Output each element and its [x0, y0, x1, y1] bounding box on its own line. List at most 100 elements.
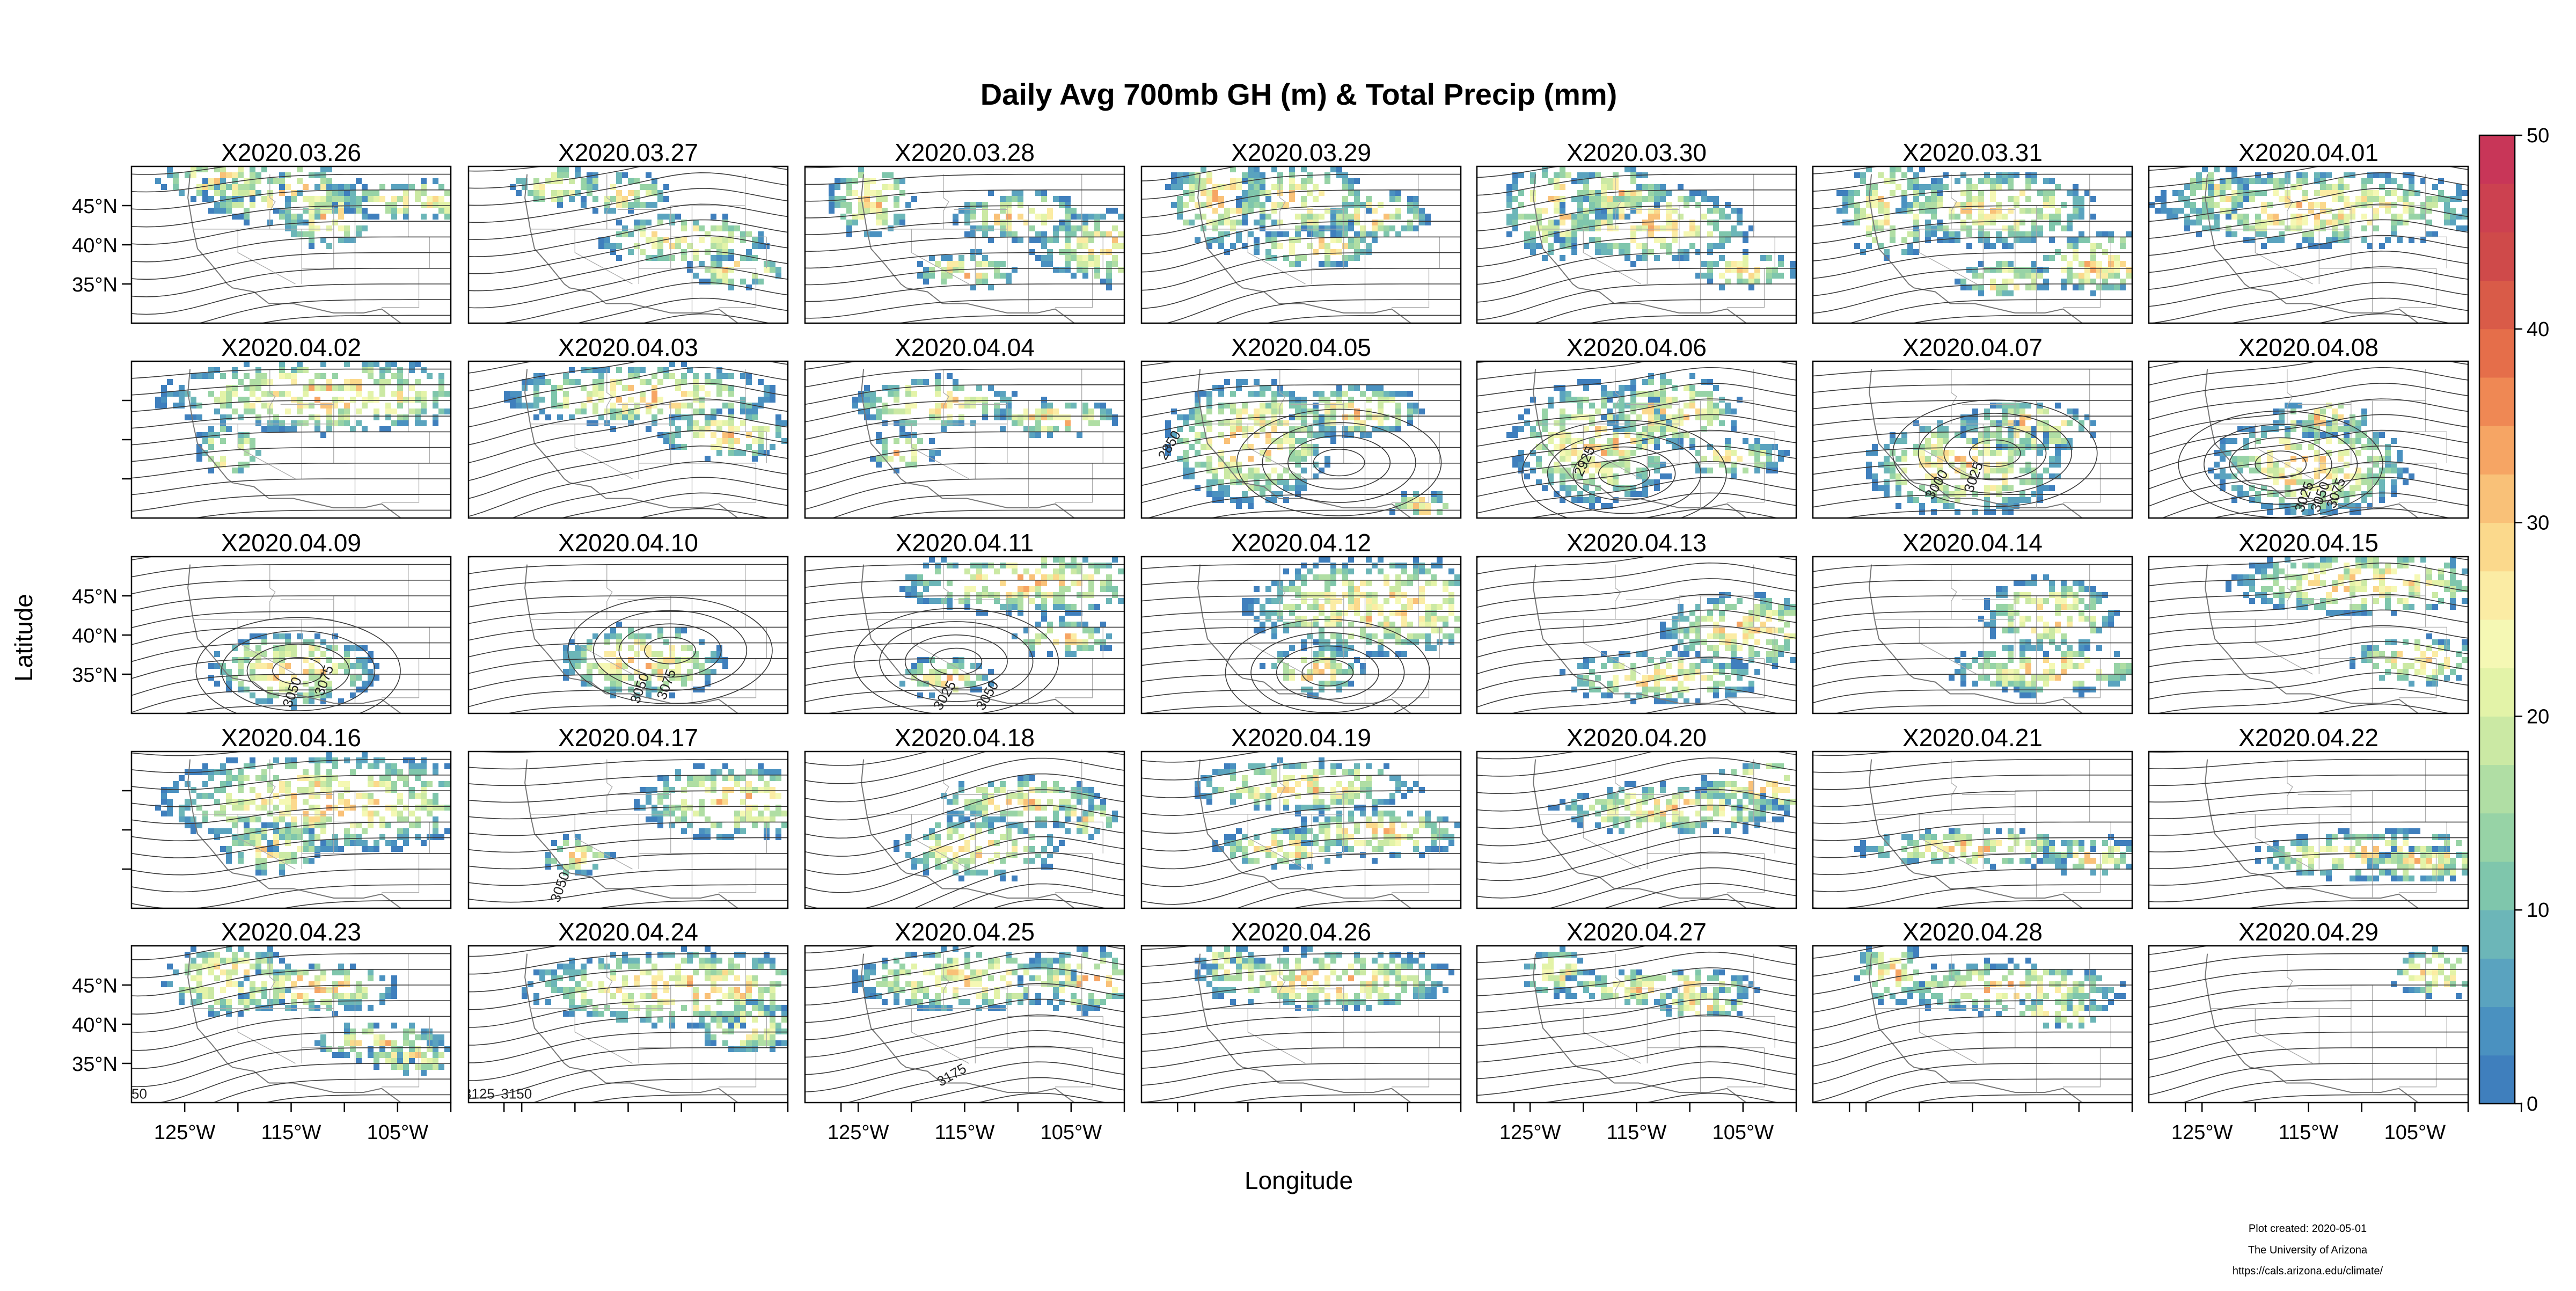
- precip-cell: [2025, 196, 2031, 202]
- precip-cell: [350, 190, 356, 196]
- precip-cell: [958, 255, 964, 261]
- precip-cell: [876, 202, 882, 208]
- precip-cell: [2008, 243, 2014, 249]
- precip-cell: [1984, 237, 1990, 243]
- precip-cell: [876, 397, 882, 403]
- precip-cell: [2084, 267, 2090, 273]
- precip-cell: [2237, 220, 2243, 225]
- precip-cell: [864, 196, 870, 202]
- precip-cell: [267, 420, 273, 426]
- precip-cell: [2073, 208, 2079, 214]
- precip-cell: [1836, 208, 1842, 214]
- precip-cell: [1082, 237, 1088, 243]
- precip-cell: [1053, 231, 1059, 237]
- precip-cell: [1990, 279, 1996, 285]
- precip-cell: [1254, 220, 1260, 225]
- precip-cell: [1218, 491, 1224, 497]
- precip-cell: [1283, 438, 1289, 444]
- precip-cell: [1324, 397, 1330, 403]
- precip-cell: [610, 403, 616, 409]
- precip-cell: [2243, 184, 2249, 190]
- precip-cell: [1401, 225, 1407, 231]
- precip-cell: [1082, 414, 1088, 420]
- precip-cell: [1348, 426, 1354, 432]
- precip-cell: [1336, 166, 1342, 172]
- precip-cell: [1560, 184, 1565, 190]
- precip-cell: [1866, 190, 1872, 196]
- precip-cell: [397, 196, 403, 202]
- precip-cell: [1029, 237, 1035, 243]
- precip-cell: [722, 220, 728, 225]
- precip-cell: [1088, 214, 1094, 220]
- precip-cell: [640, 367, 646, 373]
- precip-cell: [2090, 243, 2096, 249]
- precip-cell: [894, 391, 899, 397]
- precip-cell: [1913, 202, 1919, 208]
- precip-cell: [1678, 438, 1684, 444]
- precip-cell: [2361, 237, 2367, 243]
- precip-cell: [1242, 243, 1248, 249]
- precip-cell: [202, 184, 208, 190]
- panel-title: X2020.03.27: [558, 138, 698, 166]
- precip-cell: [587, 397, 592, 403]
- precip-cell: [1401, 391, 1407, 397]
- precip-cell: [1654, 255, 1660, 261]
- precip-cell: [2267, 214, 2273, 220]
- precip-cell: [1006, 225, 1012, 231]
- precip-cell: [332, 373, 338, 379]
- precip-cell: [273, 178, 279, 184]
- precip-cell: [1395, 420, 1401, 426]
- precip-cell: [1966, 225, 1972, 231]
- precip-cell: [415, 420, 421, 426]
- precip-cell: [1271, 202, 1277, 208]
- precip-cell: [1236, 237, 1242, 243]
- precip-cell: [1189, 414, 1195, 420]
- precip-cell: [1354, 190, 1360, 196]
- precip-cell: [1907, 249, 1913, 255]
- precip-cell: [2409, 178, 2414, 184]
- precip-cell: [338, 397, 344, 403]
- precip-cell: [864, 208, 870, 214]
- precip-cell: [1342, 391, 1348, 397]
- precip-cell: [539, 397, 545, 403]
- precip-cell: [598, 243, 604, 249]
- precip-cell: [1978, 214, 1984, 220]
- precip-cell: [616, 255, 622, 261]
- precip-cell: [1106, 273, 1112, 279]
- precip-cell: [1607, 468, 1613, 473]
- precip-cell: [2261, 208, 2267, 214]
- precip-cell: [2344, 184, 2350, 190]
- precip-cell: [1854, 214, 1860, 220]
- precip-cell: [941, 426, 947, 432]
- precip-cell: [1990, 184, 1996, 190]
- precip-cell: [1242, 432, 1248, 438]
- precip-cell: [1012, 267, 1018, 273]
- precip-cell: [988, 237, 994, 243]
- precip-cell: [2308, 231, 2314, 237]
- precip-cell: [1342, 432, 1348, 438]
- precip-cell: [1189, 196, 1195, 202]
- precip-cell: [2161, 208, 2167, 214]
- precip-cell: [693, 432, 699, 438]
- precip-cell: [326, 190, 332, 196]
- precip-cell: [385, 208, 391, 214]
- precip-cell: [1996, 267, 2002, 273]
- precip-cell: [758, 279, 764, 285]
- precip-cell: [622, 172, 628, 178]
- precip-cell: [1589, 497, 1595, 503]
- precip-cell: [1890, 237, 1896, 243]
- precip-cell: [1112, 225, 1118, 231]
- precip-cell: [1242, 208, 1248, 214]
- precip-cell: [1271, 497, 1277, 503]
- precip-cell: [356, 409, 362, 414]
- precip-cell: [657, 243, 663, 249]
- precip-cell: [1990, 243, 1996, 249]
- precip-cell: [852, 214, 858, 220]
- precip-cell: [1065, 220, 1071, 225]
- precip-cell: [255, 373, 261, 379]
- precip-cell: [1966, 214, 1972, 220]
- precip-cell: [616, 243, 622, 249]
- precip-cell: [882, 409, 888, 414]
- precip-cell: [379, 373, 385, 379]
- precip-cell: [557, 414, 563, 420]
